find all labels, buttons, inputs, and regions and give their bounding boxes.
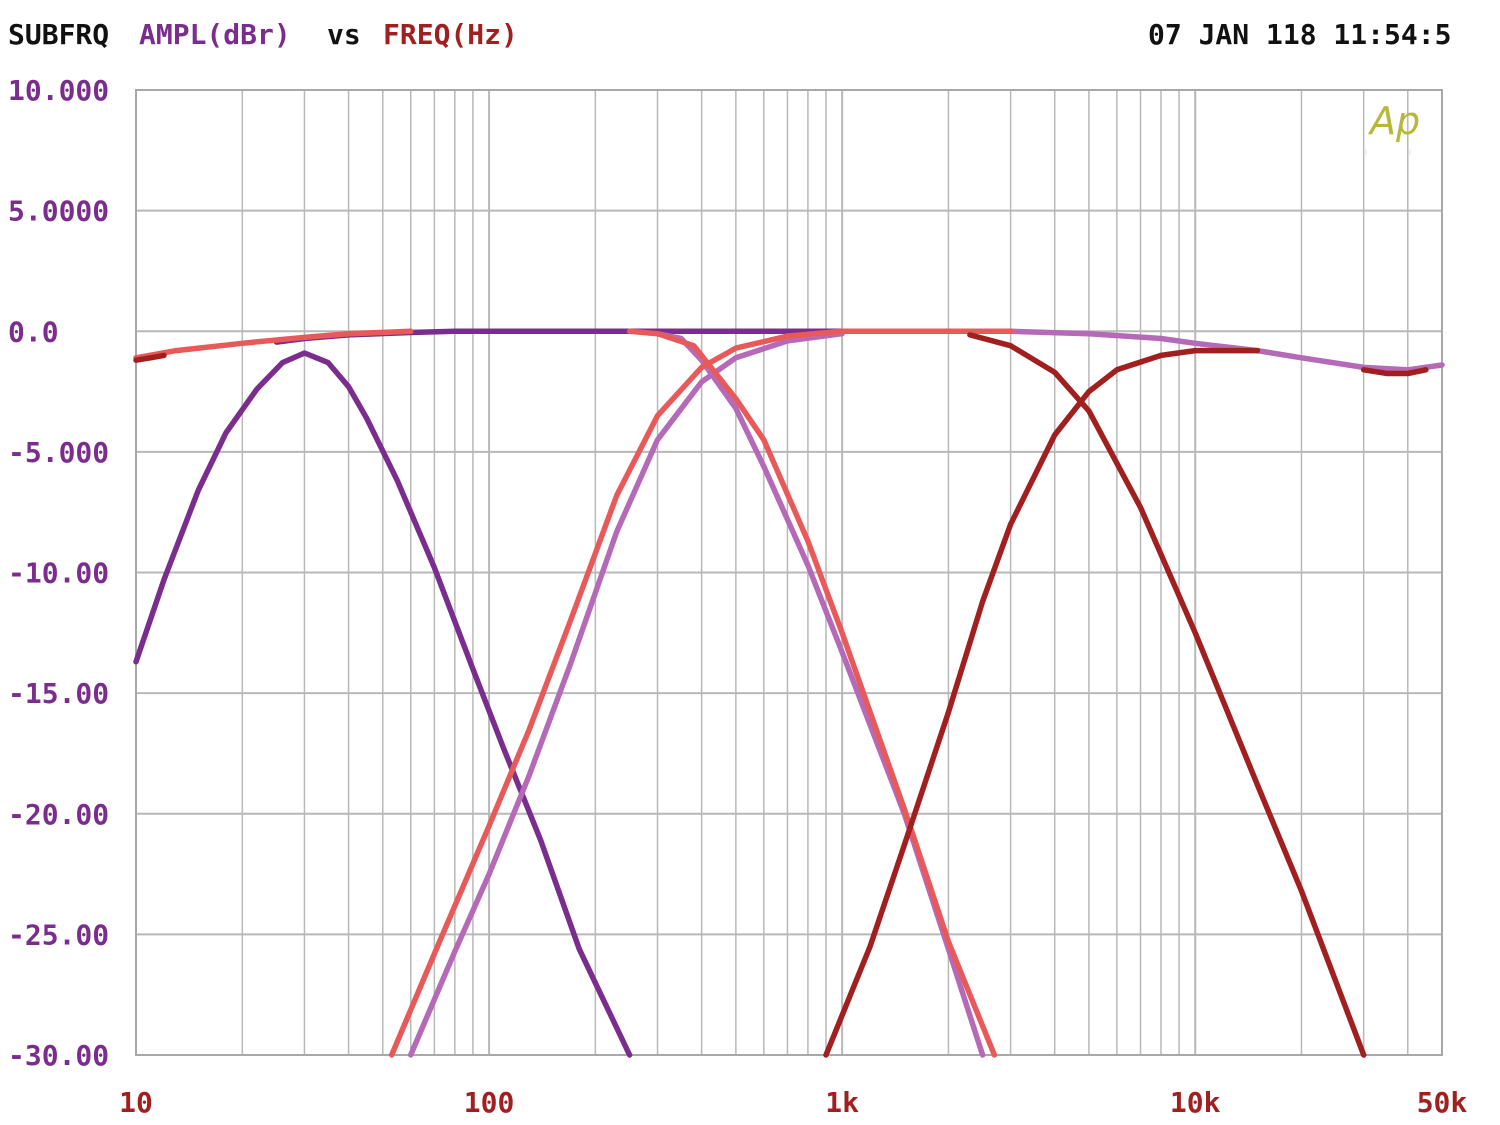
x-tick-labels: 10 100 1k 10k 50k: [119, 1086, 1467, 1119]
y-tick-label: -25.00: [8, 918, 109, 951]
series-layer: [133, 328, 1445, 1058]
y-tick-label: -5.000: [8, 436, 109, 469]
series-line-7: [626, 328, 998, 1058]
ap-watermark-logo: Ap: [1367, 99, 1420, 143]
x-tick-label: 100: [464, 1086, 515, 1119]
series-line-10: [967, 332, 1367, 1058]
series-line-5: [945, 328, 1445, 373]
header-prefix: SUBFRQ: [8, 18, 110, 51]
y-tick-label: -30.00: [8, 1039, 109, 1072]
series-line-11: [133, 352, 167, 363]
header-vs: vs: [327, 18, 361, 51]
y-tick-label: -15.00: [8, 677, 109, 710]
series-line-1: [133, 350, 633, 1058]
header-timestamp: 07 JAN 118 11:54:5: [1148, 18, 1452, 51]
y-tick-label: 5.0000: [8, 195, 109, 228]
series-line-6: [388, 328, 1014, 1058]
plot-frame: [135, 89, 1443, 1056]
y-tick-label: 0.0: [8, 315, 59, 348]
series-line-3: [407, 330, 845, 1058]
major-grid: [136, 89, 1442, 1056]
series-line-9: [823, 347, 1261, 1058]
series-line-12: [1360, 367, 1429, 377]
header-x-axis-label: FREQ(Hz): [383, 18, 518, 51]
x-tick-label: 50k: [1417, 1086, 1468, 1119]
x-tick-label: 10: [119, 1086, 153, 1119]
x-tick-label: 10k: [1170, 1086, 1221, 1119]
series-line-8: [133, 328, 414, 361]
y-tick-label: -10.00: [8, 557, 109, 590]
y-tick-label: -20.00: [8, 798, 109, 831]
y-tick-label: 10.000: [8, 74, 109, 107]
x-tick-label: 1k: [825, 1086, 859, 1119]
series-line-4: [654, 330, 986, 1058]
header-y-axis-label: AMPL(dBr): [139, 18, 291, 51]
y-tick-labels: 10.000 5.0000 0.0 -5.000 -10.00 -15.00 -20.00 -…: [8, 74, 109, 1072]
